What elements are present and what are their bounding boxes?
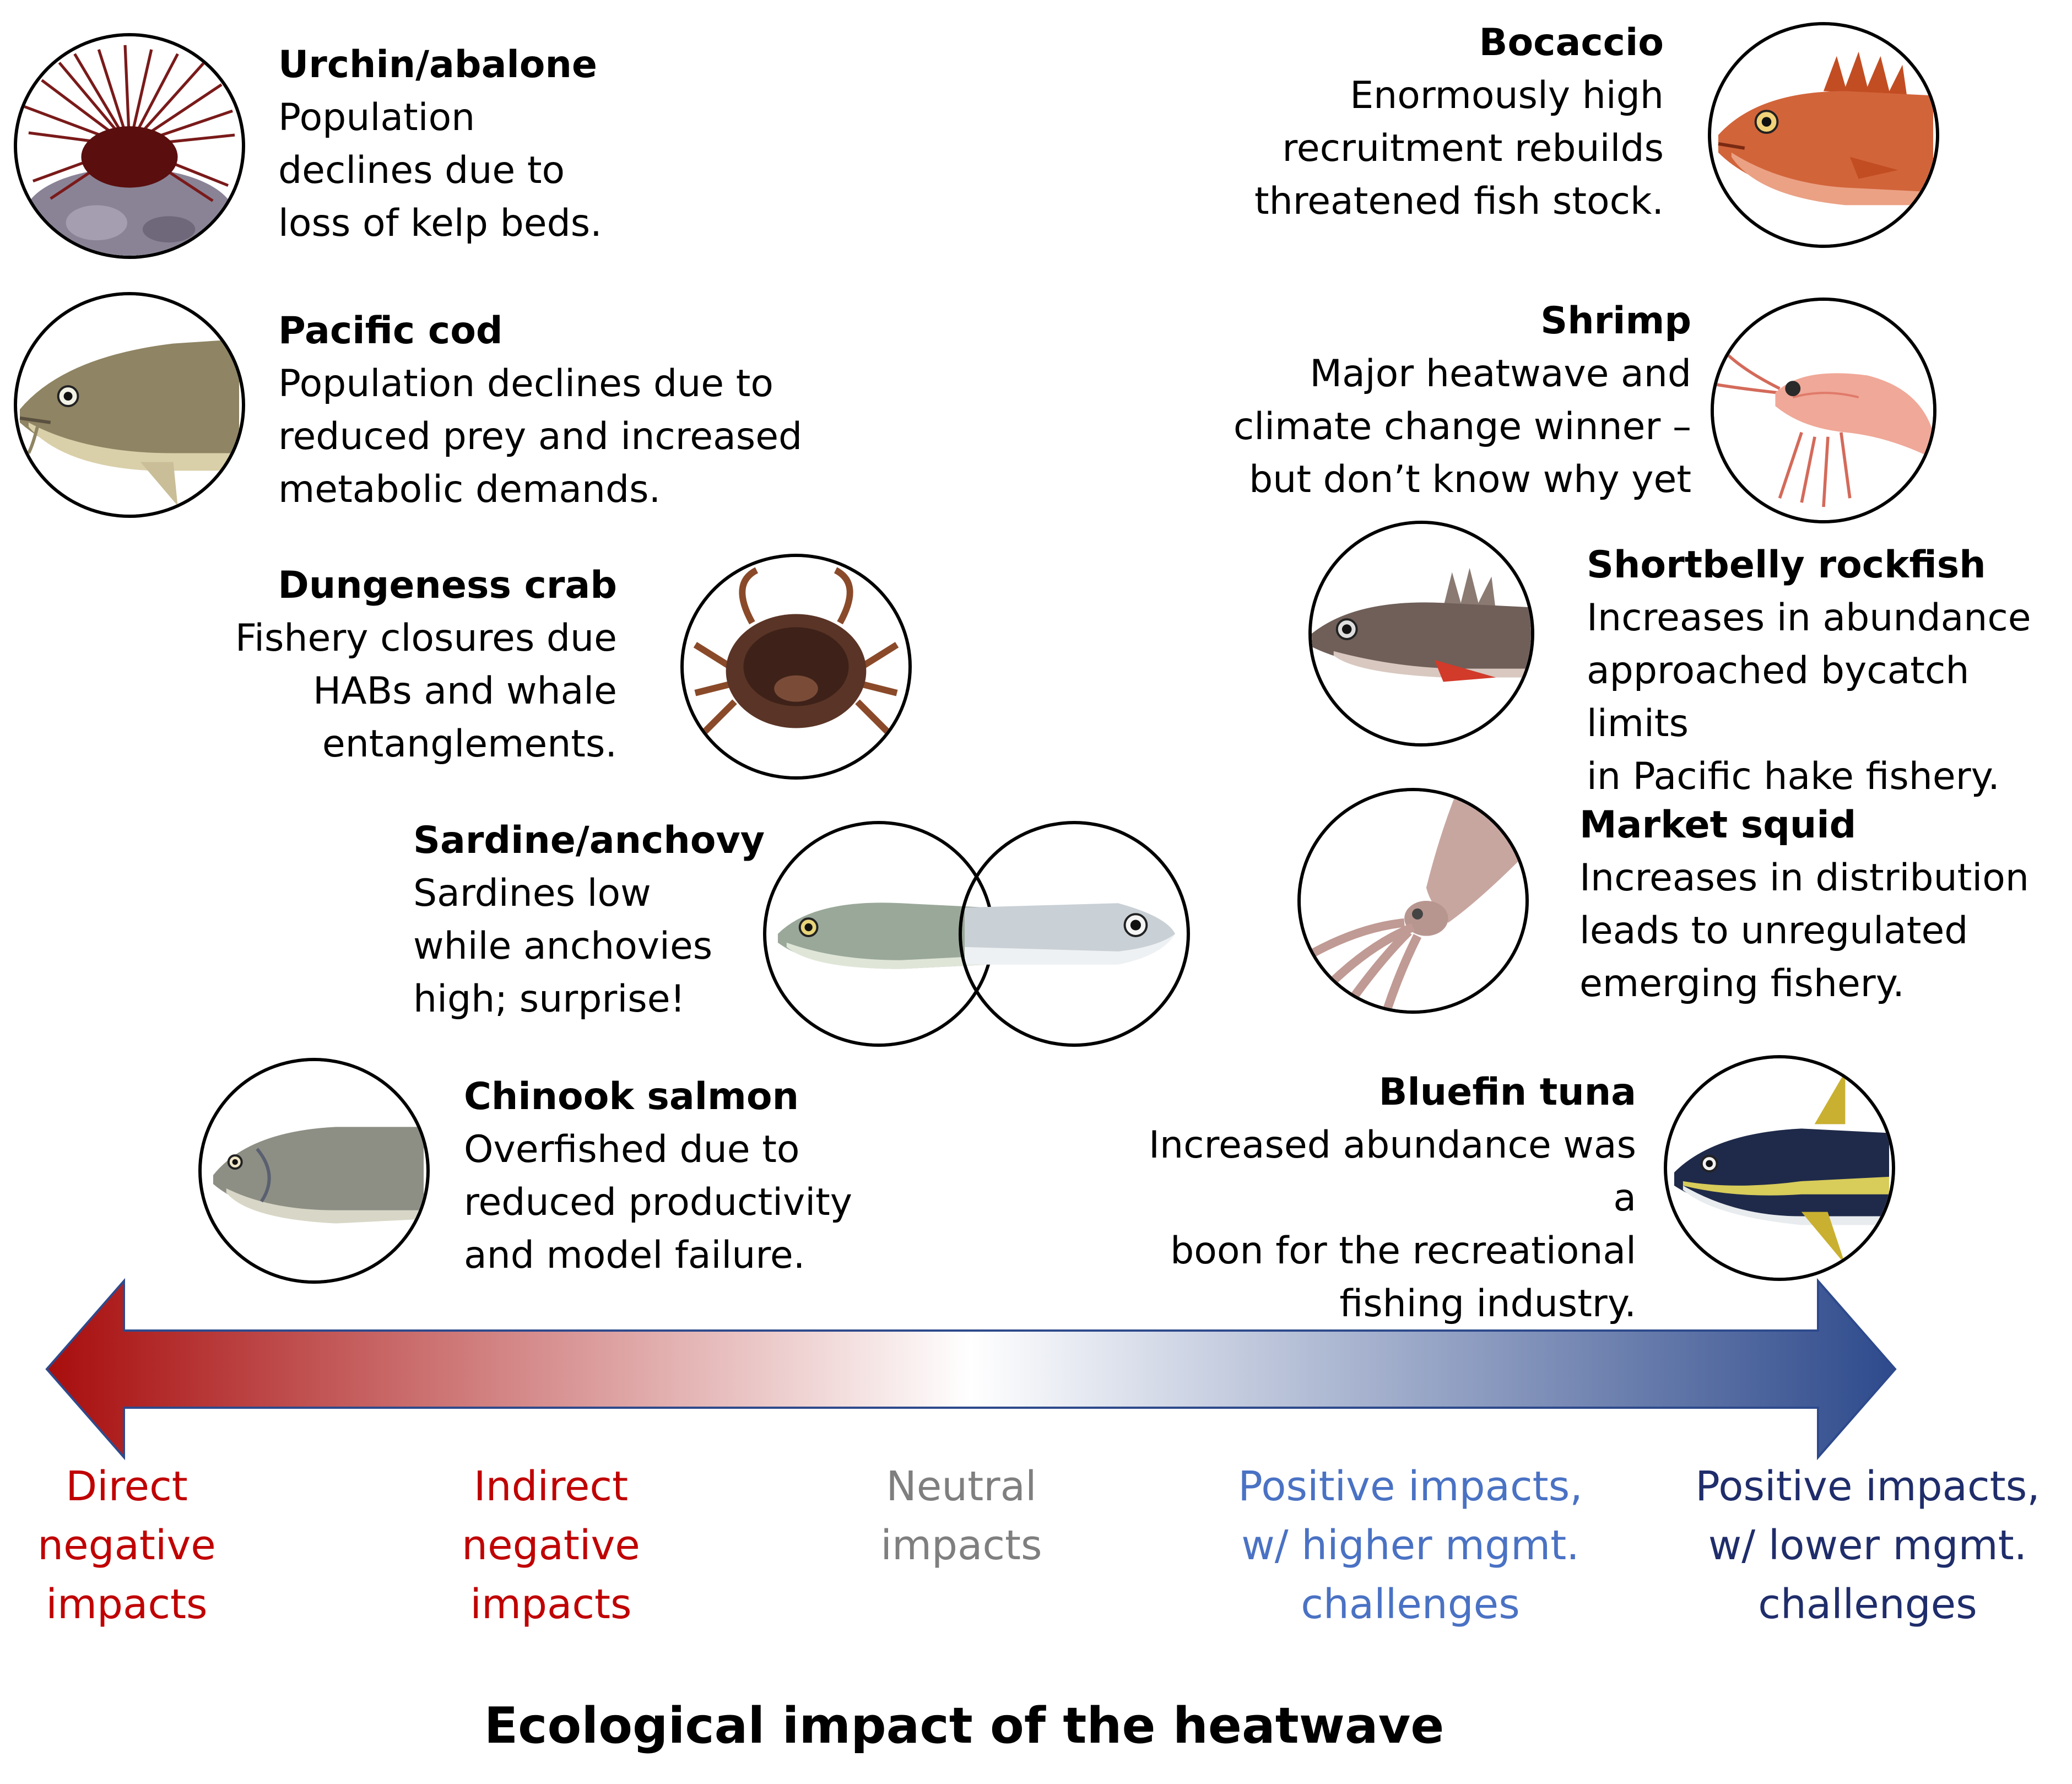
impact-scale-arrow: [45, 1278, 1897, 1460]
scale-label-direct-negative: Direct negative impacts: [37, 1463, 216, 1628]
sardine-icon: [763, 821, 994, 1047]
species-shortbelly-rockfish: Shortbelly rockfish Increases in abundan…: [1587, 539, 2060, 803]
shrimp-icon: [1711, 298, 1936, 523]
rockfish-icon: [1308, 521, 1534, 747]
species-description: Fishery closures due HABs and whale enta…: [235, 617, 617, 766]
species-description: Increases in distribution leads to unreg…: [1579, 856, 2029, 1005]
species-shrimp: Shrimp Major heatwave and climate change…: [1195, 295, 1691, 506]
species-title: Pacific cod: [278, 309, 503, 353]
species-sardine-anchovy: Sardine/anchovy Sardines low while ancho…: [413, 814, 771, 1026]
squid-icon: [1297, 788, 1529, 1014]
salmon-icon: [198, 1058, 430, 1284]
species-title: Urchin/abalone: [278, 43, 598, 87]
bocaccio-icon: [1708, 22, 1939, 248]
species-pacific-cod: Pacific cod Population declines due to r…: [278, 305, 829, 516]
anchovy-icon: [959, 821, 1190, 1047]
species-bluefin-tuna: Bluefin tuna Increased abundance was a b…: [1118, 1066, 1636, 1331]
species-market-squid: Market squid Increases in distribution l…: [1579, 799, 2053, 1010]
species-description: Increased abundance was a boon for the r…: [1148, 1123, 1636, 1326]
species-title: Sardine/anchovy: [413, 819, 765, 862]
species-title: Shortbelly rockfish: [1587, 543, 1986, 587]
species-description: Population declines due to loss of kelp …: [278, 96, 602, 245]
species-bocaccio: Bocaccio Enormously high recruitment reb…: [1168, 17, 1664, 228]
species-description: Population declines due to reduced prey …: [278, 362, 803, 511]
species-title: Bluefin tuna: [1378, 1071, 1636, 1114]
species-description: Major heatwave and climate change winner…: [1233, 352, 1691, 501]
axis-title: Ecological impact of the heatwave: [484, 1697, 1445, 1755]
species-title: Bocaccio: [1479, 21, 1664, 64]
species-title: Dungeness crab: [278, 564, 617, 607]
crab-icon: [680, 554, 912, 780]
species-chinook-salmon: Chinook salmon Overfished due to reduced…: [464, 1071, 932, 1282]
species-description: Increases in abundance approached bycatc…: [1587, 596, 2031, 798]
scale-label-indirect-negative: Indirect negative impacts: [462, 1463, 640, 1628]
scale-label-positive-higher-challenges: Positive impacts, w/ higher mgmt. challe…: [1238, 1463, 1583, 1628]
tuna-icon: [1664, 1055, 1895, 1281]
sea-urchin-icon: [14, 33, 245, 259]
species-description: Enormously high recruitment rebuilds thr…: [1254, 74, 1664, 223]
species-description: Overfished due to reduced productivity a…: [464, 1128, 853, 1277]
species-title: Chinook salmon: [464, 1075, 799, 1118]
pacific-cod-icon: [14, 292, 245, 518]
scale-label-positive-lower-challenges: Positive impacts, w/ lower mgmt. challen…: [1695, 1463, 2040, 1628]
sardine-anchovy-icon: [763, 821, 1190, 1047]
scale-label-neutral: Neutral impacts: [880, 1463, 1042, 1569]
species-title: Shrimp: [1540, 299, 1691, 343]
species-title: Market squid: [1579, 803, 1857, 847]
species-description: Sardines low while anchovies high; surpr…: [413, 872, 713, 1021]
species-dungeness-crab: Dungeness crab Fishery closures due HABs…: [193, 559, 617, 771]
species-urchin-abalone: Urchin/abalone Population declines due t…: [278, 39, 664, 250]
